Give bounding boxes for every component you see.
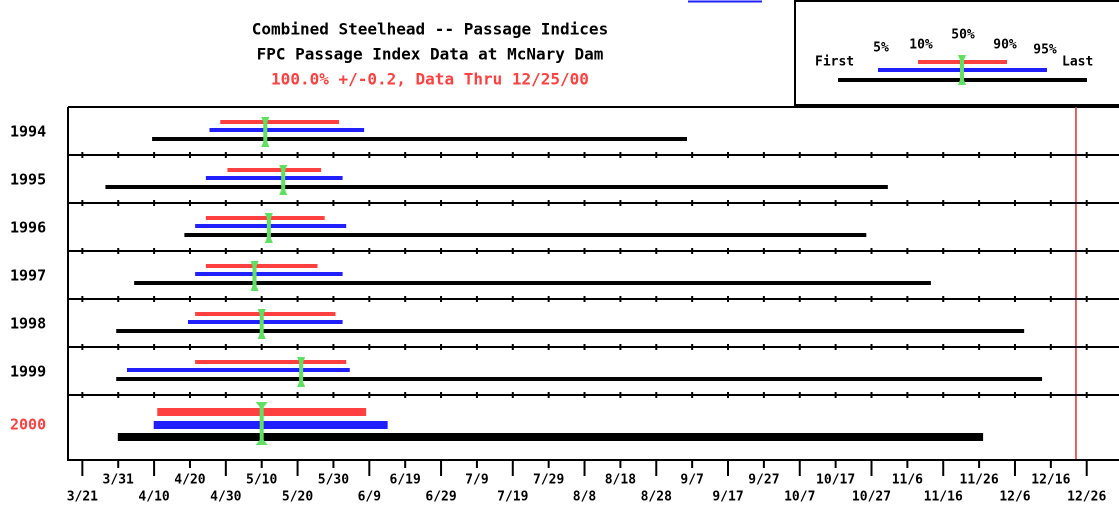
legend-box <box>794 0 1119 106</box>
legend-label: 90% <box>993 38 1017 53</box>
x-tick-label: 4/20 <box>174 473 205 488</box>
x-tick-label: 9/7 <box>680 473 703 488</box>
x-tick-label: 5/30 <box>318 473 349 488</box>
x-tick-label: 8/28 <box>641 490 672 505</box>
legend-label: 50% <box>951 28 975 43</box>
x-tick-label: 3/21 <box>67 490 98 505</box>
x-tick-label: 11/16 <box>924 490 963 505</box>
x-tick-label: 6/29 <box>425 490 456 505</box>
legend-label: Last <box>1062 55 1093 70</box>
legend-label: 95% <box>1033 43 1057 58</box>
median-marker <box>264 213 273 243</box>
x-tick-label: 5/10 <box>246 473 277 488</box>
x-tick-label: 7/9 <box>465 473 488 488</box>
x-tick-label: 10/7 <box>784 490 815 505</box>
x-tick-label: 12/26 <box>1067 490 1106 505</box>
x-tick-label: 8/8 <box>573 490 597 505</box>
median-marker <box>261 117 270 147</box>
x-tick-label: 7/29 <box>533 473 564 488</box>
x-tick-label: 6/19 <box>390 473 421 488</box>
x-tick-label: 8/18 <box>605 473 636 488</box>
x-tick-label: 5/20 <box>282 490 313 505</box>
x-tick-label: 3/31 <box>103 473 134 488</box>
median-marker <box>279 165 288 195</box>
x-tick-label: 10/17 <box>816 473 855 488</box>
legend-label: 5% <box>873 41 889 56</box>
category-label: 2000 <box>10 416 46 434</box>
x-tick-label: 4/30 <box>210 490 241 505</box>
x-tick-label: 9/27 <box>748 473 779 488</box>
x-tick-label: 11/6 <box>892 473 923 488</box>
median-marker <box>297 357 306 387</box>
x-tick-label: 4/10 <box>138 490 169 505</box>
category-label: 1994 <box>10 123 46 141</box>
chart-note: 100.0% +/-0.2, Data Thru 12/25/00 <box>271 70 589 89</box>
legend-label: 10% <box>909 38 933 53</box>
x-tick-label: 6/9 <box>358 490 381 505</box>
x-tick-label: 11/26 <box>960 473 999 488</box>
chart-subtitle: FPC Passage Index Data at McNary Dam <box>257 45 604 64</box>
category-label: 1999 <box>10 363 46 381</box>
x-tick-label: 9/17 <box>712 490 743 505</box>
category-label: 1997 <box>10 267 46 285</box>
category-label: 1996 <box>10 219 46 237</box>
x-tick-label: 12/6 <box>999 490 1030 505</box>
category-label: 1998 <box>10 315 46 333</box>
x-tick-label: 10/27 <box>852 490 891 505</box>
median-marker <box>255 402 268 445</box>
category-label: 1995 <box>10 171 46 189</box>
median-marker <box>257 309 266 339</box>
median-marker <box>250 261 259 291</box>
legend-label: First <box>815 55 854 70</box>
chart-title: Combined Steelhead -- Passage Indices <box>252 20 608 39</box>
x-tick-label: 7/19 <box>497 490 528 505</box>
legend-median <box>958 55 966 85</box>
x-tick-label: 12/16 <box>1031 473 1070 488</box>
